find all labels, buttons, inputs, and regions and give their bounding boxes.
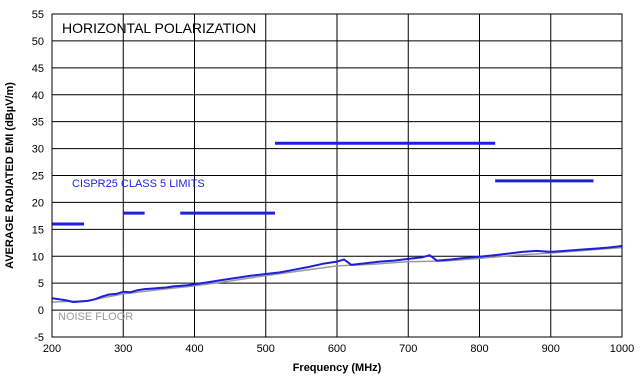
y-tick-label: 5 <box>38 278 44 290</box>
y-tick-label: 25 <box>32 171 44 183</box>
y-tick-label: 50 <box>32 36 44 48</box>
y-axis-title: AVERAGE RADIATED EMI (dBµV/m) <box>4 82 16 269</box>
x-axis-title: Frequency (MHz) <box>293 362 382 374</box>
y-tick-label: 20 <box>32 197 44 209</box>
x-tick-label: 600 <box>328 343 346 355</box>
x-tick-label: 800 <box>470 343 488 355</box>
series-lines <box>51 245 623 303</box>
x-tick-label: 500 <box>257 343 275 355</box>
x-tick-label: 400 <box>185 343 203 355</box>
noise-floor-annotation: NOISE FLOOR <box>58 311 133 323</box>
y-tick-label: 45 <box>32 63 44 75</box>
y-tick-label: 55 <box>32 9 44 21</box>
y-tick-label: 35 <box>32 117 44 129</box>
y-tick-label: 40 <box>32 90 44 102</box>
tick-labels: 200 300 400 500 600 700 800 900 1000 -5 0 5 10 15 20 25… <box>32 9 634 355</box>
x-tick-label: 900 <box>542 343 560 355</box>
chart-title: HORIZONTAL POLARIZATION <box>62 20 256 36</box>
limit-lines <box>52 141 594 226</box>
plot-frame <box>51 13 623 338</box>
y-tick-label: -5 <box>34 332 44 344</box>
noise-floor-line <box>51 246 623 303</box>
x-tick-label: 700 <box>399 343 417 355</box>
limits-annotation: CISPR25 CLASS 5 LIMITS <box>72 178 205 190</box>
y-tick-label: 10 <box>32 251 44 263</box>
y-tick-label: 30 <box>32 144 44 156</box>
x-tick-label: 200 <box>43 343 61 355</box>
y-tick-label: 15 <box>32 224 44 236</box>
x-tick-label: 1000 <box>610 343 634 355</box>
emi-trace-line <box>51 245 623 303</box>
x-tick-label: 300 <box>114 343 132 355</box>
y-tick-label: 0 <box>38 305 44 317</box>
